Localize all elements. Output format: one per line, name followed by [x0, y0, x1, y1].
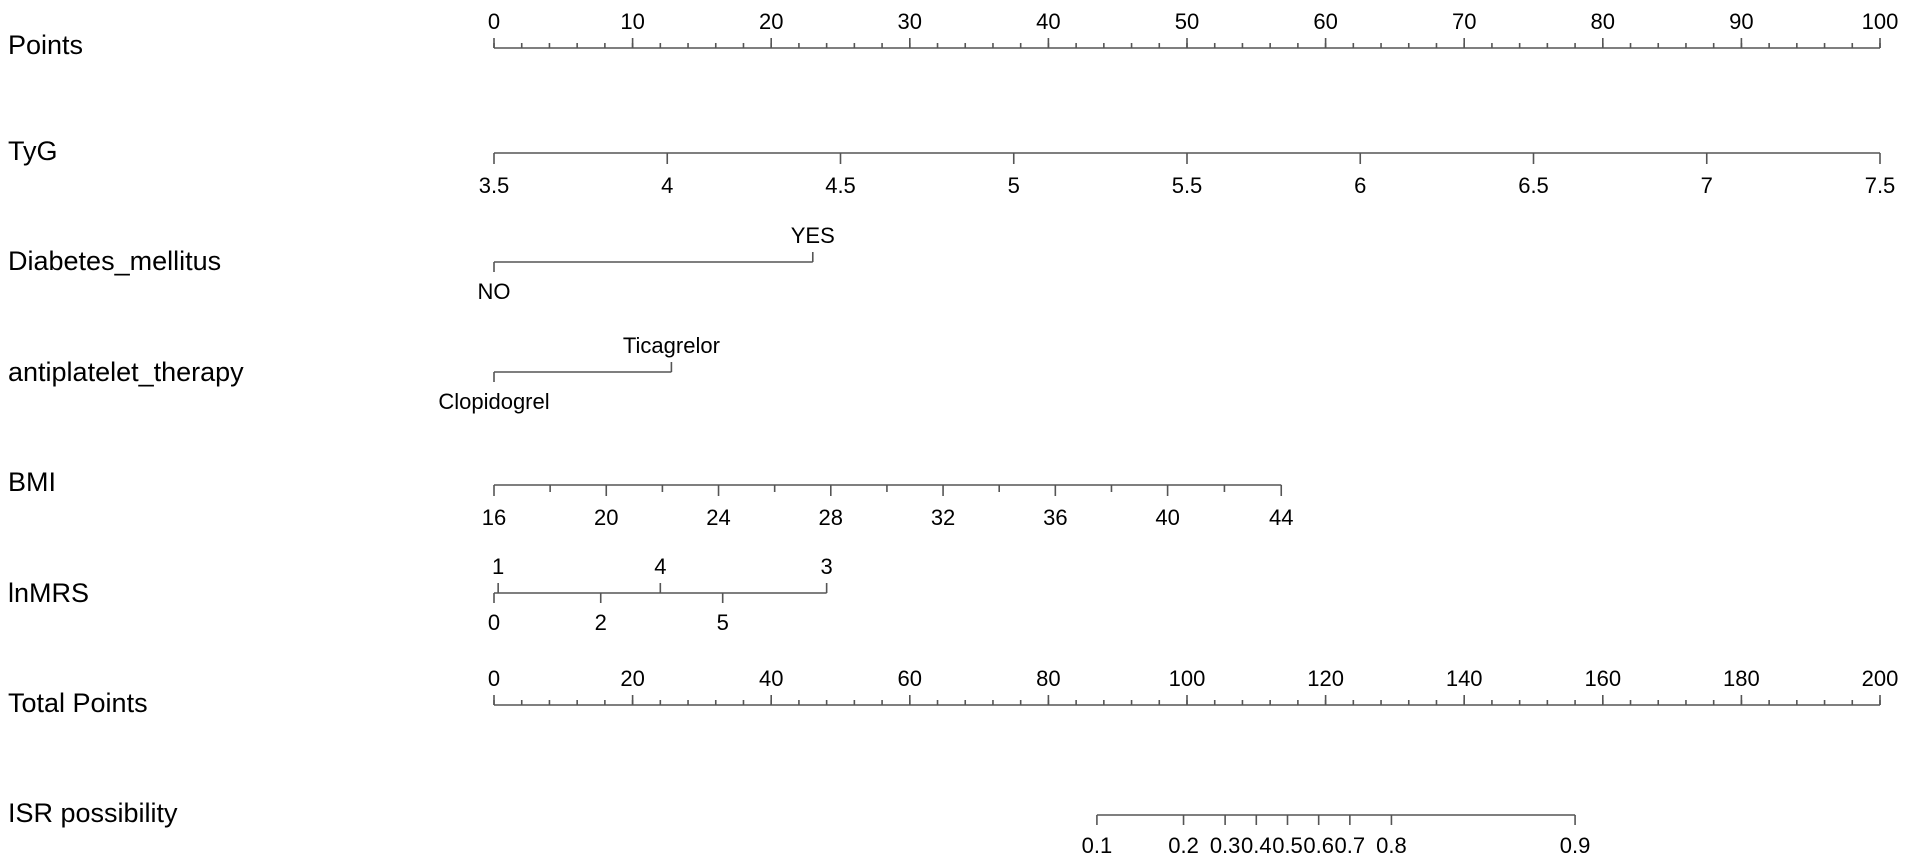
level-label: 3 — [821, 554, 833, 579]
tick-label: 50 — [1175, 9, 1199, 34]
tick-label: 16 — [482, 505, 506, 530]
tick-label: 140 — [1446, 666, 1483, 691]
row-label: Points — [8, 30, 83, 60]
tick-label: 4.5 — [825, 173, 856, 198]
tick-label: 0.2 — [1168, 833, 1199, 855]
tick-label: 180 — [1723, 666, 1760, 691]
tick-label: 20 — [594, 505, 618, 530]
tick-label: 160 — [1584, 666, 1621, 691]
tick-label: 90 — [1729, 9, 1753, 34]
tick-label: 0.3 — [1210, 833, 1241, 855]
tick-label: 0 — [488, 9, 500, 34]
tick-label: 100 — [1169, 666, 1206, 691]
row-label: Total Points — [8, 688, 148, 718]
tick-label: 20 — [620, 666, 644, 691]
tick-label: 70 — [1452, 9, 1476, 34]
tick-label: 24 — [706, 505, 730, 530]
tick-label: 28 — [819, 505, 843, 530]
tick-label: 0.8 — [1376, 833, 1407, 855]
tick-label: 0.7 — [1335, 833, 1366, 855]
row-label: antiplatelet_therapy — [8, 357, 244, 387]
tick-label: 7.5 — [1865, 173, 1896, 198]
tick-label: 7 — [1701, 173, 1713, 198]
row-antiplatelet-therapy: antiplatelet_therapy Clopidogrel Ticagrelo… — [8, 333, 720, 414]
tick-label: 0.1 — [1082, 833, 1113, 855]
row-label: ISR possibility — [8, 798, 178, 828]
tick-label: 32 — [931, 505, 955, 530]
row-label: lnMRS — [8, 578, 89, 608]
tick-label: 5 — [1008, 173, 1020, 198]
row-diabetes-mellitus: Diabetes_mellitus NO YES — [8, 223, 835, 304]
tick-label: 30 — [898, 9, 922, 34]
tick-label: 100 — [1862, 9, 1899, 34]
level-label: 1 — [492, 554, 504, 579]
level-label: Clopidogrel — [438, 389, 549, 414]
level-label: Ticagrelor — [623, 333, 720, 358]
tick-label: 80 — [1591, 9, 1615, 34]
tick-label: 0.6 — [1303, 833, 1334, 855]
row-label: BMI — [8, 467, 56, 497]
level-label: 4 — [654, 554, 666, 579]
row-label: Diabetes_mellitus — [8, 246, 221, 276]
tick-label: 44 — [1269, 505, 1293, 530]
row-total-points: Total Points 0 20 40 60 80 100 120 140 160 180 200 — [8, 666, 1898, 718]
tick-label: 3.5 — [479, 173, 510, 198]
tick-label: 60 — [898, 666, 922, 691]
tick-label: 0.5 — [1272, 833, 1303, 855]
level-label: 0 — [488, 610, 500, 635]
level-label: NO — [478, 279, 511, 304]
row-label: TyG — [8, 136, 58, 166]
tick-label: 120 — [1307, 666, 1344, 691]
tick-label: 0 — [488, 666, 500, 691]
row-points: Points 0 10 20 30 40 50 60 70 80 90 100 — [8, 9, 1898, 60]
tick-label: 40 — [1155, 505, 1179, 530]
tick-label: 10 — [620, 9, 644, 34]
row-tyg: TyG 3.5 4 4.5 5 5.5 6 6.5 7 7.5 — [8, 136, 1895, 198]
level-label: 5 — [717, 610, 729, 635]
level-label: 2 — [595, 610, 607, 635]
tick-label: 36 — [1043, 505, 1067, 530]
tick-label: 20 — [759, 9, 783, 34]
row-isr-possibility: ISR possibility 0.1 0.2 0.3 0.4 0.5 0.6 0.7 0.8 0… — [8, 798, 1590, 855]
tick-label: 0.9 — [1560, 833, 1591, 855]
tick-label: 40 — [1036, 9, 1060, 34]
tick-label: 6 — [1354, 173, 1366, 198]
row-bmi: BMI 16 20 24 28 32 36 40 44 — [8, 467, 1293, 530]
tick-label: 40 — [759, 666, 783, 691]
row-lnmrs: lnMRS 0 1 2 4 5 3 — [8, 554, 833, 635]
tick-label: 4 — [661, 173, 673, 198]
tick-label: 6.5 — [1518, 173, 1549, 198]
tick-label: 200 — [1862, 666, 1899, 691]
level-label: YES — [791, 223, 835, 248]
tick-label: 0.4 — [1241, 833, 1272, 855]
tick-label: 60 — [1313, 9, 1337, 34]
tick-label: 80 — [1036, 666, 1060, 691]
tick-label: 5.5 — [1172, 173, 1203, 198]
